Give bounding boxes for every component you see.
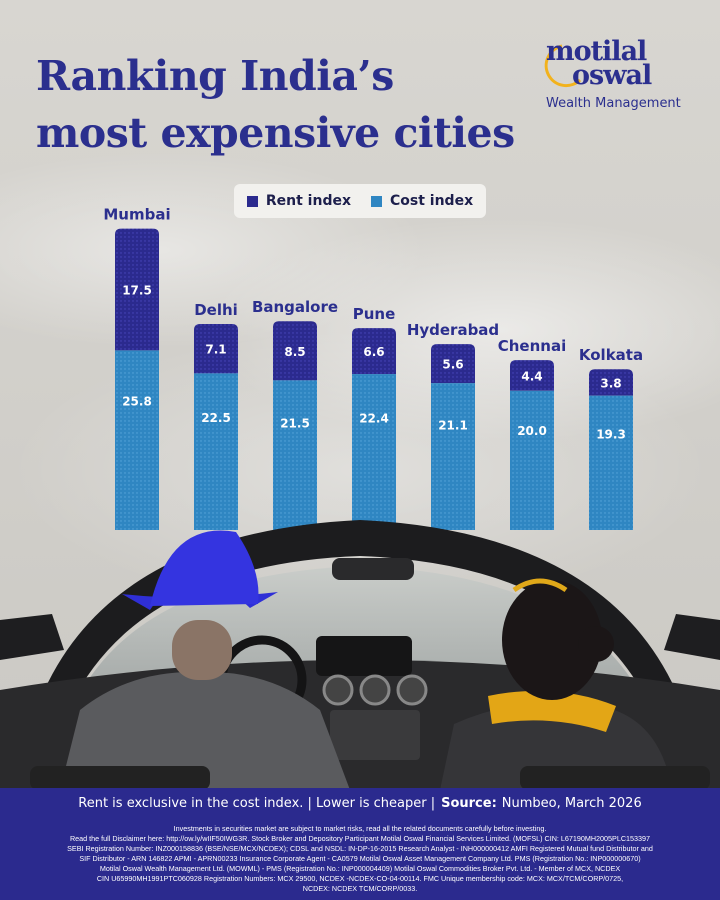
category-label: Delhi [194,301,238,319]
data-label-rent: 4.4 [521,369,542,383]
stacked-bar-chart: 17.5 25.8 Mumbai 7.1 22.5 Delhi 8.5 21.5 Bangalo… [103,206,643,530]
footer-source: Numbeo, March 2026 [501,795,642,811]
data-label-rent: 7.1 [205,343,226,357]
data-label-cost: 25.8 [122,395,152,409]
disclaimer-line: Investments in securities market are sub… [173,824,547,833]
data-label-cost: 19.3 [596,427,626,441]
footer-source-label: Source: [441,795,497,811]
title-line-1: Ranking India’s [36,52,394,100]
bar-cost-mumbai [115,350,159,530]
disclaimer-line: SEBI Registration Number: INZ000158836 (… [67,844,653,853]
brand-logo: motilal oswal Wealth Management [532,32,692,116]
data-label-rent: 17.5 [122,284,152,298]
footer-note-band: Rent is exclusive in the cost index. | L… [0,788,720,818]
bar-cost-bangalore [273,380,317,530]
bar-rent-hyderabad [431,344,475,384]
title-line-2: most expensive cities [36,109,515,157]
bar-rent-chennai [510,360,554,391]
disclaimer: Investments in securities market are sub… [0,818,720,900]
convertible-car-illustration [0,520,720,790]
data-label-rent: 8.5 [284,345,305,359]
logo-swoosh-icon [544,44,582,88]
page-title: Ranking India’s most expensive cities [36,48,515,162]
bar-cost-hyderabad [431,383,475,530]
bar-cost-kolkata [589,395,633,530]
bar-rent-pune [352,328,396,375]
data-label-cost: 21.5 [280,416,310,430]
category-label: Chennai [498,337,566,355]
legend-item-rent: Rent index [246,193,351,209]
legend-swatch-cost [371,195,382,207]
data-label-cost: 20.0 [517,424,547,438]
disclaimer-line: Read the full Disclaimer here: http://ow… [69,834,651,843]
disclaimer-line: CIN U65990MH1991PTC060928 Registration N… [96,874,624,883]
chart-legend: Rent index Cost index [234,184,486,218]
logo-subtitle: Wealth Management [546,96,681,111]
category-label: Bangalore [252,298,338,316]
legend-label-rent: Rent index [265,193,351,209]
data-label-rent: 5.6 [442,358,463,372]
bar-rent-mumbai [115,228,159,351]
bar-cost-pune [352,374,396,530]
legend-swatch-rent [246,195,258,207]
data-label-rent: 3.8 [600,376,621,390]
category-label: Pune [353,305,396,323]
data-label-cost: 22.5 [201,411,231,425]
disclaimer-line: Motilal Oswal Wealth Management Ltd. (MO… [99,864,621,873]
bar-rent-bangalore [273,321,317,381]
logo-text-2: oswal [572,60,652,91]
bar-cost-delhi [194,373,238,530]
category-label: Hyderabad [407,321,499,339]
category-label: Kolkata [579,346,643,364]
disclaimer-line: SIF Distributor - ARN 146822 APMI - APRN… [79,854,641,863]
disclaimer-line: NCDEX: NCDEX TCM/CORP/0033. [302,884,418,893]
legend-item-cost: Cost index [371,193,473,209]
data-label-cost: 21.1 [438,418,468,432]
footer-note: Rent is exclusive in the cost index. | L… [78,795,436,811]
logo-text-1: motilal [546,36,647,67]
category-label: Mumbai [103,206,170,224]
data-label-cost: 22.4 [359,412,389,426]
bar-rent-kolkata [589,369,633,396]
legend-label-cost: Cost index [390,193,474,209]
bar-cost-chennai [510,390,554,530]
bar-rent-delhi [194,323,238,374]
data-label-rent: 6.6 [363,345,384,359]
